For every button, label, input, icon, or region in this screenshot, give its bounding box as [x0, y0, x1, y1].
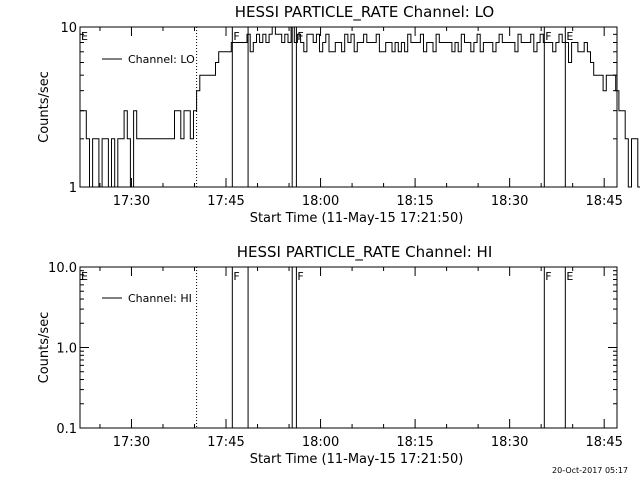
event-marker-label: F — [297, 270, 303, 283]
event-marker-label: F — [233, 30, 239, 43]
x-tick-label: 17:45 — [207, 435, 244, 450]
event-marker-label: F — [545, 270, 551, 283]
x-tick-label: 17:45 — [207, 194, 244, 209]
x-tick-label: 18:30 — [491, 194, 528, 209]
y-tick-label: 1.0 — [56, 342, 77, 357]
x-tick-label: 17:30 — [113, 194, 150, 209]
x-tick-label: 17:30 — [113, 435, 150, 450]
chart-title: HESSI PARTICLE_RATE Channel: LO — [235, 3, 494, 22]
event-marker-label: F — [545, 30, 551, 43]
series-line-channel-lo — [80, 26, 640, 188]
chart-title: HESSI PARTICLE_RATE Channel: HI — [237, 243, 493, 262]
x-tick-label: 18:00 — [302, 435, 339, 450]
y-axis-label: Counts/sec — [37, 71, 52, 143]
x-tick-label: 18:30 — [491, 435, 528, 450]
x-tick-label: 18:15 — [396, 435, 433, 450]
x-tick-label: 18:00 — [302, 194, 339, 209]
x-axis-label: Start Time (11-May-15 17:21:50) — [250, 452, 464, 467]
y-tick-label: 1 — [69, 181, 77, 196]
event-marker-label: E — [81, 30, 88, 43]
legend-label: Channel: LO — [128, 53, 195, 66]
y-tick-label: 10 — [60, 21, 77, 36]
plot-frame — [79, 26, 618, 188]
y-tick-label: 0.1 — [56, 422, 77, 437]
x-tick-label: 18:45 — [585, 435, 622, 450]
event-marker-label: E — [566, 30, 573, 43]
legend-label: Channel: HI — [128, 292, 192, 305]
event-marker-label: E — [81, 270, 88, 283]
event-marker-label: F — [233, 270, 239, 283]
y-axis-label: Counts/sec — [37, 312, 52, 384]
x-tick-label: 18:15 — [396, 194, 433, 209]
footer-timestamp: 20-Oct-2017 05:17 — [552, 466, 628, 475]
x-axis-label: Start Time (11-May-15 17:21:50) — [250, 211, 464, 226]
y-tick-label: 10.0 — [48, 261, 77, 276]
event-marker-label: E — [566, 270, 573, 283]
x-tick-label: 18:45 — [585, 194, 622, 209]
